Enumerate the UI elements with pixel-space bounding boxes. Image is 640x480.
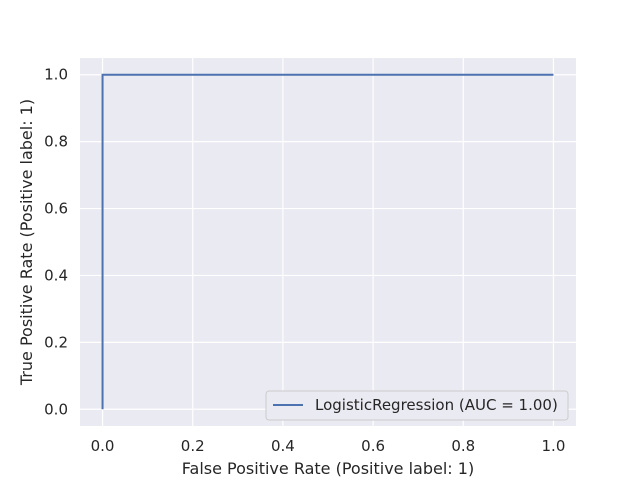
y-tick-label: 1.0 <box>44 66 68 84</box>
x-axis-label: False Positive Rate (Positive label: 1) <box>182 459 474 478</box>
y-tick-labels: 0.0 0.2 0.4 0.6 0.8 1.0 <box>44 66 68 419</box>
x-tick-label: 0.8 <box>451 437 475 455</box>
plot-area <box>80 58 576 426</box>
legend-label: LogisticRegression (AUC = 1.00) <box>315 396 558 414</box>
x-tick-label: 0.4 <box>271 437 295 455</box>
x-tick-label: 0.2 <box>181 437 205 455</box>
x-tick-labels: 0.0 0.2 0.4 0.6 0.8 1.0 <box>91 437 566 455</box>
x-tick-label: 0.0 <box>91 437 115 455</box>
series-layer <box>101 73 554 410</box>
roc-curve-line <box>101 73 554 410</box>
legend: LogisticRegression (AUC = 1.00) <box>265 390 569 421</box>
y-axis-label: True Positive Rate (Positive label: 1) <box>17 99 36 386</box>
y-tick-label: 0.0 <box>44 400 68 418</box>
y-tick-label: 0.4 <box>44 266 68 284</box>
y-tick-label: 0.8 <box>44 133 68 151</box>
y-tick-label: 0.2 <box>44 333 68 351</box>
legend-box <box>265 390 569 421</box>
y-tick-label: 0.6 <box>44 200 68 218</box>
x-tick-label: 0.6 <box>361 437 385 455</box>
x-tick-label: 1.0 <box>542 437 566 455</box>
